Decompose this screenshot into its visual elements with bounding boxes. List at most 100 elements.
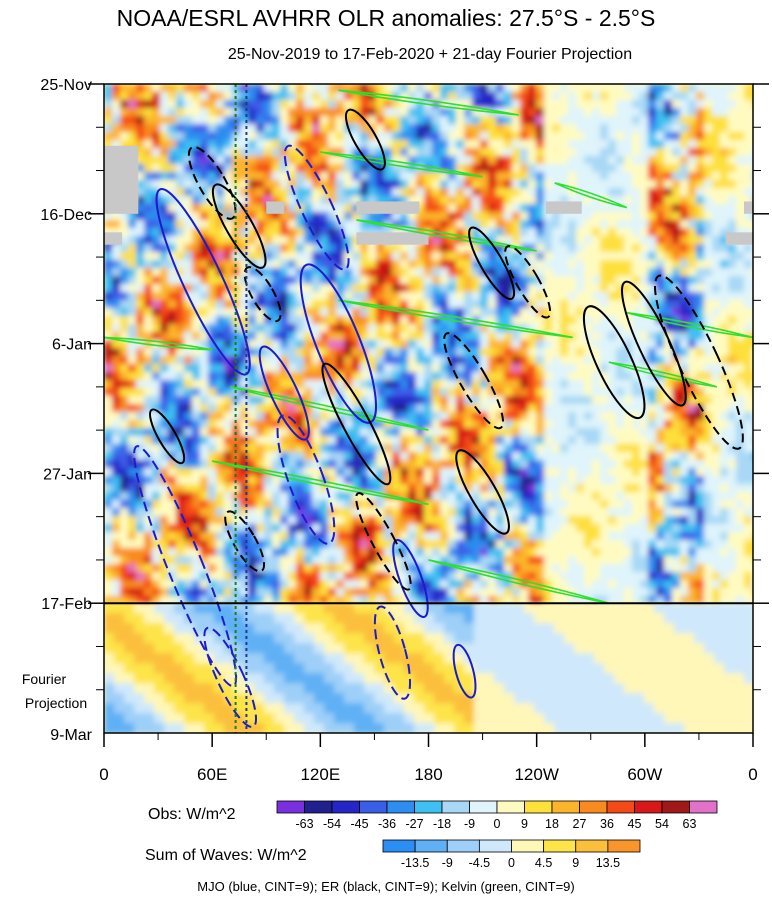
anomaly-cell	[416, 412, 425, 421]
anomaly-cell	[416, 84, 425, 93]
anomaly-cell	[648, 332, 657, 341]
anomaly-cell	[560, 380, 569, 389]
anomaly-cell	[352, 428, 361, 437]
anomaly-cell	[416, 148, 425, 157]
anomaly-cell	[320, 316, 329, 325]
anomaly-cell	[328, 428, 337, 437]
anomaly-cell	[384, 316, 393, 325]
anomaly-cell	[576, 556, 585, 565]
anomaly-cell	[616, 556, 625, 565]
anomaly-cell	[640, 340, 649, 349]
anomaly-cell	[424, 108, 433, 117]
anomaly-cell	[656, 412, 665, 421]
anomaly-cell	[520, 444, 529, 453]
anomaly-cell	[688, 556, 697, 565]
anomaly-cell	[304, 212, 313, 221]
anomaly-cell	[696, 124, 705, 133]
anomaly-cell	[568, 428, 577, 437]
anomaly-cell	[640, 484, 649, 493]
anomaly-cell	[680, 412, 689, 421]
anomaly-cell	[576, 108, 585, 117]
anomaly-cell	[336, 396, 345, 405]
anomaly-cell	[528, 340, 537, 349]
anomaly-cell	[696, 428, 705, 437]
anomaly-cell	[744, 356, 753, 365]
anomaly-cell	[344, 372, 353, 381]
anomaly-cell	[152, 388, 161, 397]
anomaly-cell	[680, 556, 689, 565]
anomaly-cell	[416, 444, 425, 453]
anomaly-cell	[336, 116, 345, 125]
anomaly-cell	[184, 140, 193, 149]
anomaly-cell	[168, 532, 177, 541]
anomaly-cell	[256, 436, 265, 445]
anomaly-cell	[408, 428, 417, 437]
anomaly-cell	[696, 228, 705, 237]
anomaly-cell	[128, 412, 137, 421]
anomaly-cell	[496, 460, 505, 469]
anomaly-cell	[624, 228, 633, 237]
anomaly-cell	[376, 212, 385, 221]
anomaly-cell	[384, 348, 393, 357]
anomaly-cell	[304, 476, 313, 485]
anomaly-cell	[192, 452, 201, 461]
anomaly-cell	[744, 444, 753, 453]
anomaly-cell	[720, 532, 729, 541]
anomaly-cell	[256, 460, 265, 469]
anomaly-cell	[544, 228, 553, 237]
anomaly-cell	[368, 100, 377, 109]
anomaly-cell	[112, 268, 121, 277]
anomaly-cell	[552, 556, 561, 565]
anomaly-cell	[472, 444, 481, 453]
anomaly-cell	[408, 500, 417, 509]
anomaly-cell	[512, 132, 521, 141]
anomaly-cell	[664, 308, 673, 317]
anomaly-cell	[448, 436, 457, 445]
anomaly-cell	[192, 428, 201, 437]
anomaly-cell	[464, 108, 473, 117]
anomaly-cell	[504, 204, 513, 213]
anomaly-cell	[376, 404, 385, 413]
anomaly-cell	[544, 124, 553, 133]
anomaly-cell	[192, 468, 201, 477]
anomaly-cell	[608, 476, 617, 485]
anomaly-cell	[720, 324, 729, 333]
anomaly-cell	[432, 268, 441, 277]
anomaly-cell	[656, 156, 665, 165]
anomaly-cell	[192, 116, 201, 125]
anomaly-cell	[728, 364, 737, 373]
anomaly-cell	[728, 204, 737, 213]
anomaly-cell	[600, 236, 609, 245]
anomaly-cell	[648, 268, 657, 277]
anomaly-cell	[416, 556, 425, 565]
anomaly-cell	[480, 100, 489, 109]
anomaly-cell	[712, 292, 721, 301]
anomaly-cell	[624, 524, 633, 533]
anomaly-cell	[544, 108, 553, 117]
anomaly-cell	[704, 460, 713, 469]
anomaly-cell	[640, 540, 649, 549]
anomaly-cell	[656, 172, 665, 181]
anomaly-cell	[264, 492, 273, 501]
anomaly-cell	[512, 388, 521, 397]
anomaly-cell	[440, 188, 449, 197]
anomaly-cell	[384, 244, 393, 253]
anomaly-cell	[696, 436, 705, 445]
anomaly-cell	[168, 316, 177, 325]
anomaly-cell	[296, 212, 305, 221]
anomaly-cell	[288, 140, 297, 149]
anomaly-cell	[216, 292, 225, 301]
anomaly-cell	[608, 564, 617, 573]
anomaly-cell	[312, 500, 321, 509]
anomaly-cell	[664, 396, 673, 405]
anomaly-cell	[248, 308, 257, 317]
anomaly-cell	[600, 428, 609, 437]
anomaly-cell	[128, 380, 137, 389]
anomaly-cell	[304, 132, 313, 141]
anomaly-cell	[168, 228, 177, 237]
anomaly-cell	[632, 332, 641, 341]
anomaly-cell	[288, 492, 297, 501]
anomaly-cell	[576, 180, 585, 189]
anomaly-cell	[512, 412, 521, 421]
anomaly-cell	[712, 260, 721, 269]
